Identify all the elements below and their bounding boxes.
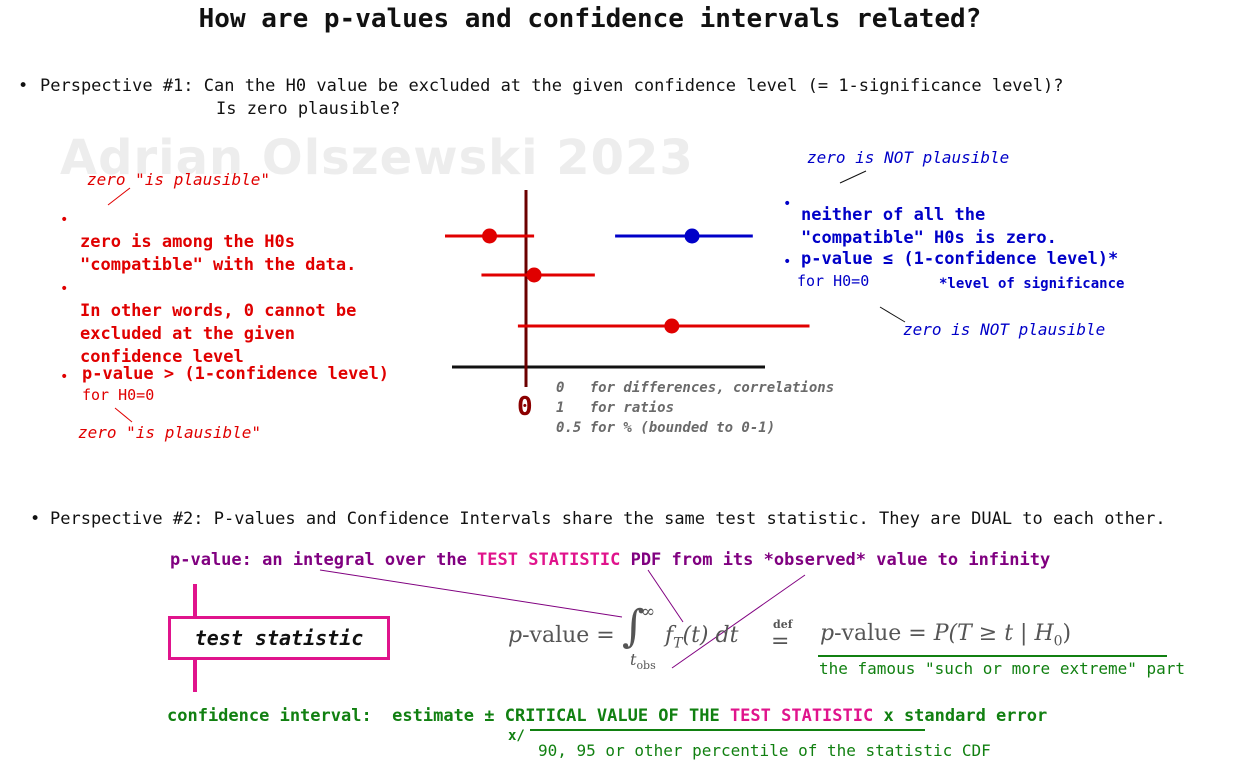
plot-note-2: 1 for ratios: [556, 400, 675, 416]
integral-sign: ∫: [622, 601, 645, 652]
integral-upper-limit: ∞: [641, 602, 656, 622]
perspective2-bullet: •: [30, 509, 41, 529]
right-bullet-2: •: [783, 254, 792, 270]
integrand: fT(t) dt: [665, 623, 739, 652]
plot-note-3: 0.5 for % (bounded to 0-1): [556, 420, 776, 436]
left-annotation-top: zero "is plausible": [87, 170, 271, 189]
test-statistic-box: test statistic: [168, 616, 390, 660]
left-top-leader-line: [107, 187, 131, 206]
perspective1-bullet: •: [18, 76, 29, 96]
integral-leader-line: [319, 569, 623, 618]
right-top-leader-line: [839, 170, 867, 184]
perspective2-line: Perspective #2: P-values and Confidence …: [50, 509, 1166, 529]
pvalue-description: p-value: an integral over the TEST STATI…: [170, 550, 1051, 570]
pdf-leader-line: [647, 569, 684, 623]
left-point2: In other words, 0 cannot be excluded at …: [80, 301, 357, 367]
left-bullet-1: •: [60, 212, 69, 228]
right-bottom-leader-line: [879, 306, 906, 323]
right-footnote: *level of significance: [939, 276, 1125, 292]
pvalue-formula-rhs: p-value = P(T ≥ t | H0): [820, 621, 1072, 650]
perspective1-line1: Perspective #1: Can the H0 value be excl…: [40, 76, 1064, 96]
right-point2: p-value ≤ (1-confidence level)*: [801, 249, 1119, 269]
left-bottom-leader-line: [114, 407, 133, 423]
watermark: Adrian Olszewski 2023: [60, 130, 694, 186]
right-annotation-bottom: zero is NOT plausible: [903, 320, 1106, 339]
definition-symbol: =: [771, 629, 790, 654]
right-bullet-1: •: [783, 196, 792, 212]
pvalue-formula-lhs: p-value =: [508, 623, 622, 648]
integral-lower-limit: tobs: [630, 650, 656, 673]
perspective1-line2: Is zero plausible?: [216, 99, 401, 119]
interval-estimate-3: [526, 267, 542, 283]
interval-estimate-2: [684, 228, 700, 244]
right-point1: neither of all the "compatible" H0s is z…: [801, 205, 1057, 248]
left-point3: p-value > (1-confidence level): [82, 364, 390, 384]
left-bullet-2: •: [60, 281, 69, 297]
interval-group: [445, 228, 810, 334]
famous-part-label: the famous "such or more extreme" part: [819, 659, 1186, 678]
left-point3-sub: for H0=0: [82, 386, 155, 404]
ci-xslash: x/: [508, 728, 525, 744]
left-bullet-3: •: [60, 369, 69, 385]
interval-estimate-1: [482, 228, 498, 244]
right-point2-sub: for H0=0: [797, 272, 870, 290]
zero-label: 0: [517, 392, 533, 422]
def-label: def: [773, 618, 793, 631]
right-annotation-top: zero is NOT plausible: [807, 148, 1010, 167]
plot-note-1: 0 for differences, correlations: [556, 380, 835, 396]
page-title: How are p-values and confidence interval…: [198, 4, 982, 34]
left-point1: zero is among the H0s "compatible" with …: [80, 232, 357, 275]
left-annotation-bottom: zero "is plausible": [78, 423, 262, 442]
observed-leader-line: [671, 574, 806, 669]
ci-sub-note: 90, 95 or other percentile of the statis…: [538, 741, 991, 760]
interval-estimate-4: [664, 318, 680, 334]
ci-description: confidence interval: estimate ± CRITICAL…: [167, 706, 1048, 726]
